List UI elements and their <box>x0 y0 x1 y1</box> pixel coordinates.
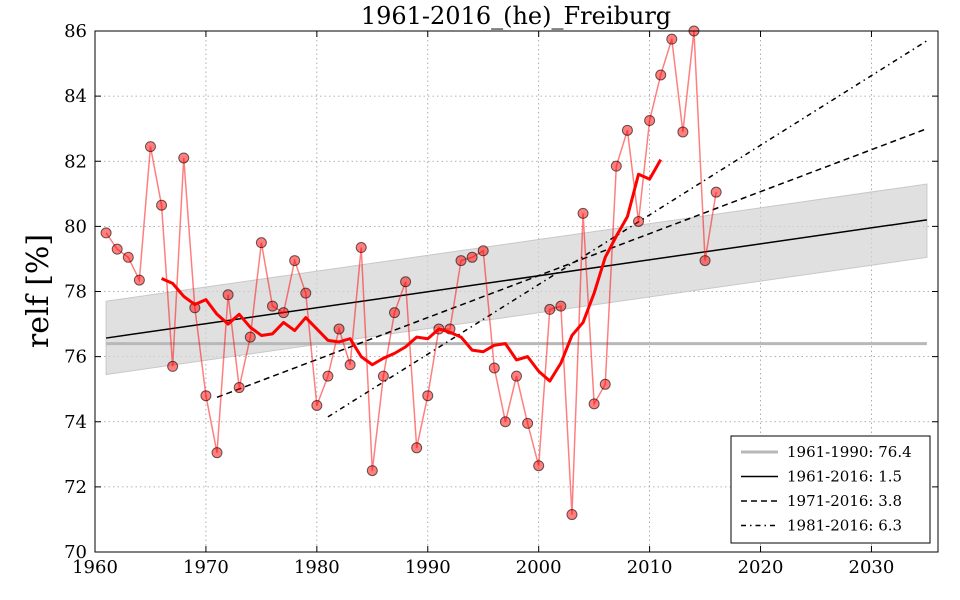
annual-value-point <box>122 251 134 263</box>
annual-value-point <box>400 276 412 288</box>
trend-line-4 <box>327 40 928 418</box>
annual-value-point <box>377 370 389 382</box>
annual-value-point <box>266 300 278 312</box>
annual-value-point <box>544 303 556 315</box>
annual-value-point <box>621 124 633 136</box>
x-tick-label: 2010 <box>627 557 673 578</box>
annual-value-point <box>311 399 323 411</box>
annual-value-point <box>178 152 190 164</box>
annual-value-point <box>577 207 589 219</box>
annual-value-point <box>677 126 689 138</box>
annual-value-point <box>588 398 600 410</box>
annual-value-point <box>522 417 534 429</box>
annual-value-point <box>200 390 212 402</box>
x-tick-label: 2020 <box>738 557 784 578</box>
trend-line-2 <box>105 219 928 339</box>
x-tick-label: 1960 <box>72 557 118 578</box>
y-tick-label: 82 <box>64 151 87 172</box>
annual-value-point <box>222 289 234 301</box>
annual-value-point <box>533 460 545 472</box>
legend: 1961-1990: 76.4 1961-2016: 1.5 1971-2016: … <box>730 435 931 544</box>
trend-line-3 <box>216 127 928 399</box>
annual-values-line <box>105 30 717 515</box>
annual-value-point <box>366 465 378 477</box>
annual-value-point <box>278 307 290 319</box>
annual-value-point <box>100 227 112 239</box>
y-tick-label: 72 <box>64 477 87 498</box>
annual-value-point <box>156 199 168 211</box>
annual-value-point <box>422 390 434 402</box>
y-tick-label: 70 <box>64 542 87 563</box>
annual-value-point <box>233 382 245 394</box>
annual-value-point <box>355 242 367 254</box>
legend-label-2: 1961-2016: 1.5 <box>787 468 902 486</box>
y-axis-label: relf [%] <box>21 234 56 348</box>
annual-value-point <box>610 160 622 172</box>
running-mean-line <box>160 158 663 383</box>
annual-value-point <box>388 307 400 319</box>
annual-value-point <box>111 243 123 255</box>
annual-value-point <box>333 323 345 335</box>
annual-value-point <box>466 251 478 263</box>
x-tick-label: 2000 <box>516 557 562 578</box>
x-tick-label: 2030 <box>849 557 895 578</box>
annual-value-point <box>133 274 145 286</box>
annual-value-point <box>455 255 467 267</box>
legend-label-3: 1971-2016: 3.8 <box>787 492 902 510</box>
y-tick-label: 74 <box>64 412 87 433</box>
annual-value-point <box>344 359 356 371</box>
y-tick-label: 86 <box>64 21 87 42</box>
x-tick-label: 1980 <box>294 557 340 578</box>
x-tick-label: 1970 <box>183 557 229 578</box>
legend-label-1: 1961-1990: 76.4 <box>787 443 912 461</box>
annual-value-point <box>300 287 312 299</box>
annual-value-point <box>633 215 645 227</box>
annual-value-point <box>699 255 711 267</box>
annual-value-point <box>644 115 656 127</box>
annual-value-point <box>289 255 301 267</box>
annual-value-point <box>555 300 567 312</box>
annual-value-point <box>499 416 511 428</box>
x-tick-label: 1990 <box>405 557 451 578</box>
annual-value-point <box>599 378 611 390</box>
annual-value-point <box>511 370 522 382</box>
annual-value-point <box>477 245 489 257</box>
y-tick-label: 76 <box>64 347 87 368</box>
annual-value-point <box>211 447 223 459</box>
annual-value-point <box>167 360 179 372</box>
y-tick-label: 84 <box>64 86 87 107</box>
legend-box <box>730 435 931 544</box>
annual-value-point <box>666 33 678 45</box>
y-tick-label: 80 <box>64 216 87 237</box>
annual-value-point <box>566 509 578 521</box>
annual-value-point <box>488 362 500 374</box>
annual-value-point <box>710 186 722 198</box>
legend-label-4: 1981-2016: 6.3 <box>787 517 902 535</box>
annual-value-point <box>255 237 267 249</box>
y-tick-label: 78 <box>64 282 87 303</box>
annual-value-point <box>322 370 334 382</box>
chart-title: 1961-2016_(he)_Freiburg <box>361 2 671 30</box>
data-layer <box>100 25 722 521</box>
ticks-layer: 1960 1970 1980 1990 2000 2010 2020 2030 70 72 74 76… <box>64 21 938 578</box>
annual-value-point <box>244 331 256 343</box>
annual-value-point <box>655 69 667 81</box>
annual-value-point <box>144 141 156 153</box>
annual-value-point <box>411 442 423 454</box>
